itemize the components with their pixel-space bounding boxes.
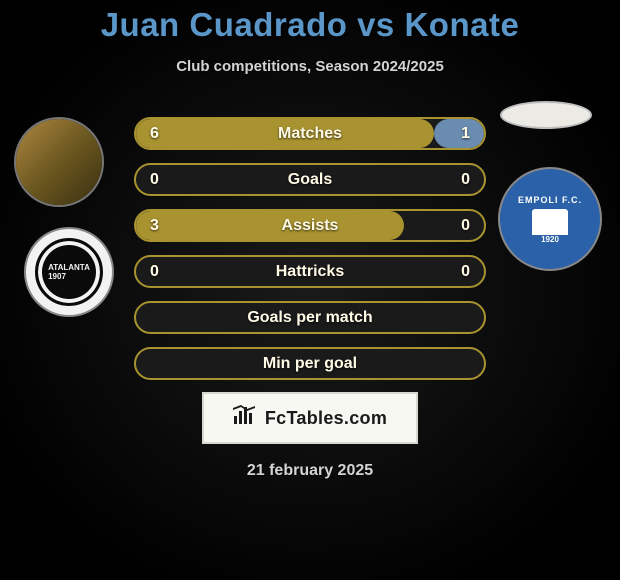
title-vs: vs <box>357 6 395 43</box>
chart-bar-icon <box>233 405 255 431</box>
empoli-text: EMPOLI F.C. <box>518 195 582 205</box>
comparison-area: ATALANTA1907 EMPOLI F.C. 1920 61Matches 0… <box>0 117 620 380</box>
empoli-year: 1920 <box>541 235 559 244</box>
empoli-building-icon <box>532 209 568 235</box>
player1-photo <box>14 117 104 207</box>
page-title: Juan Cuadrado vs Konate <box>0 6 620 44</box>
title-player1: Juan Cuadrado <box>101 6 348 43</box>
stat-label: Goals <box>136 171 484 189</box>
stat-row: 00Goals <box>134 163 486 196</box>
stat-label: Min per goal <box>136 355 484 373</box>
infographic-content: Juan Cuadrado vs Konate Club competition… <box>0 0 620 480</box>
stat-row: 61Matches <box>134 117 486 150</box>
subtitle: Club competitions, Season 2024/2025 <box>0 58 620 75</box>
stat-row: Goals per match <box>134 301 486 334</box>
stat-label: Assists <box>136 217 484 235</box>
atalanta-crest-icon: ATALANTA1907 <box>35 238 104 307</box>
stat-row: 00Hattricks <box>134 255 486 288</box>
stat-row: Min per goal <box>134 347 486 380</box>
player1-club-logo: ATALANTA1907 <box>24 227 114 317</box>
title-player2: Konate <box>404 6 519 43</box>
stat-label: Hattricks <box>136 263 484 281</box>
date: 21 february 2025 <box>0 462 620 480</box>
source-badge: FcTables.com <box>202 392 418 444</box>
stat-label: Matches <box>136 125 484 143</box>
stat-bars: 61Matches 00Goals 30Assists 00Hattricks Goal… <box>134 117 486 380</box>
player1-photo-placeholder <box>16 119 102 205</box>
player2-club-logo: EMPOLI F.C. 1920 <box>498 167 602 271</box>
stat-label: Goals per match <box>136 309 484 327</box>
player2-photo <box>500 101 592 129</box>
stat-row: 30Assists <box>134 209 486 242</box>
source-brand: FcTables.com <box>265 408 387 429</box>
empoli-crest-icon: EMPOLI F.C. 1920 <box>511 180 589 258</box>
